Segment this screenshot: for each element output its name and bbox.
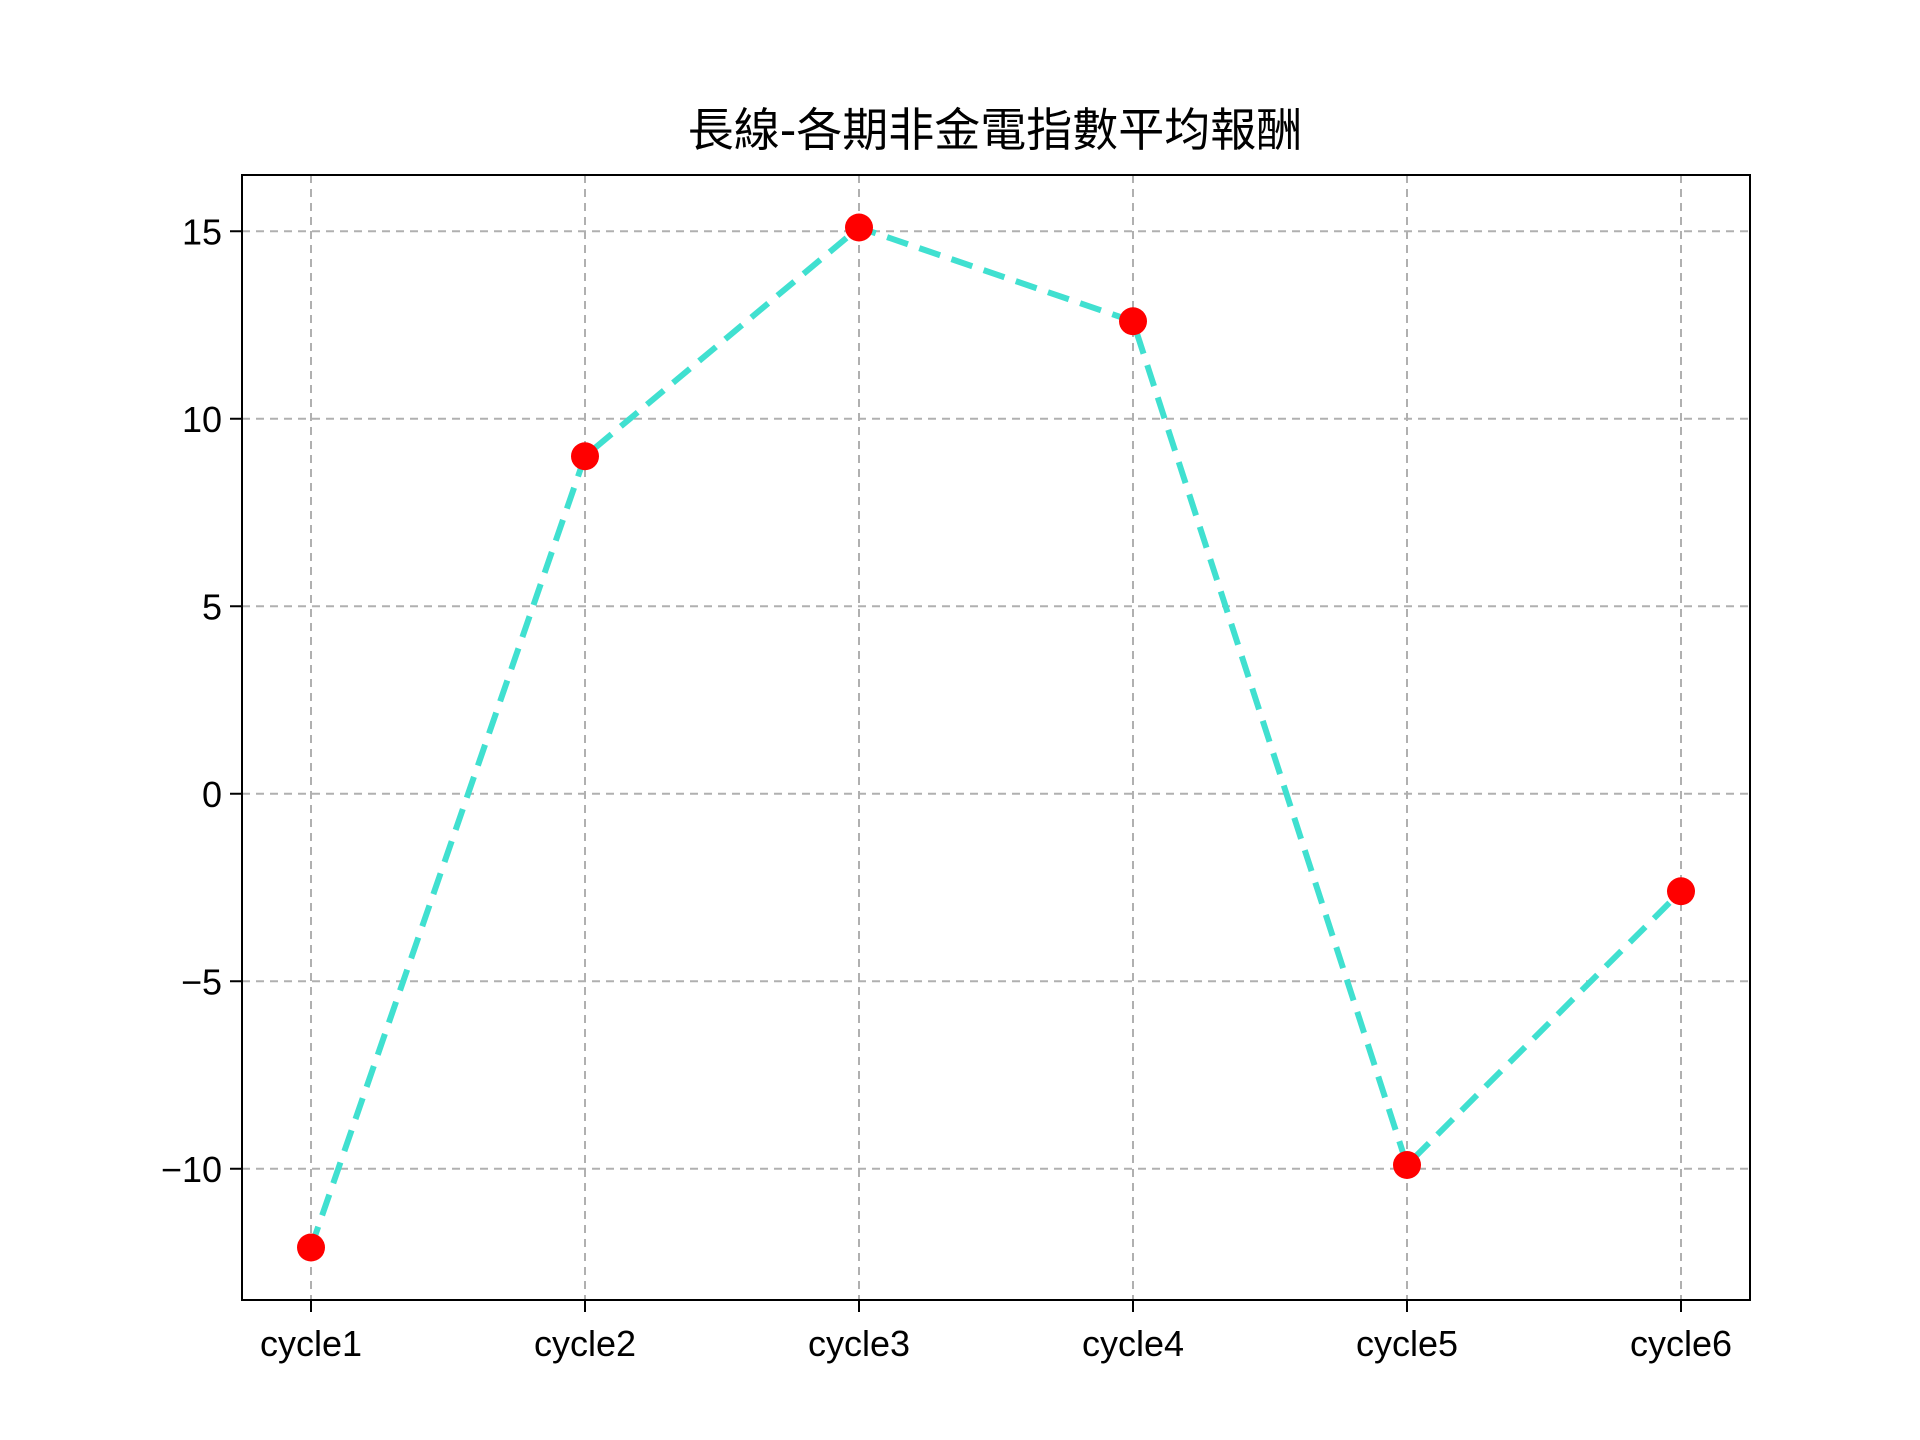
data-point-cycle2	[571, 442, 599, 471]
x-tick-label: cycle2	[534, 1323, 636, 1364]
data-point-cycle4	[1119, 307, 1147, 336]
data-point-cycle3	[845, 213, 873, 242]
grid-lines	[242, 175, 1750, 1300]
plot-axes	[230, 174, 1751, 1312]
plot-frame	[241, 174, 1751, 1301]
x-tick-label: cycle6	[1630, 1323, 1732, 1364]
x-tick-label: cycle5	[1356, 1323, 1458, 1364]
y-tick-label: 15	[182, 211, 222, 252]
y-tick-label: 0	[202, 774, 222, 815]
tick-labels: cycle1 cycle2 cycle3 cycle4 cycle5 cycle6 15 10…	[161, 211, 1732, 1364]
y-tick-label: 10	[182, 399, 222, 440]
y-tick-label: 5	[202, 586, 222, 627]
x-tick-label: cycle4	[1082, 1323, 1184, 1364]
x-tick-label: cycle3	[808, 1323, 910, 1364]
y-tick-label: −10	[161, 1149, 222, 1190]
series-line	[308, 224, 1684, 1249]
data-point-cycle5	[1393, 1151, 1421, 1179]
data-markers	[297, 213, 1695, 1262]
series-0-line	[308, 224, 1684, 1249]
data-point-cycle1	[297, 1233, 325, 1262]
y-tick-label: −5	[181, 961, 222, 1002]
chart-title: 長線-各期非金電指數平均報酬	[688, 103, 1303, 157]
data-point-cycle6	[1667, 877, 1695, 906]
x-tick-label: cycle1	[260, 1323, 362, 1364]
